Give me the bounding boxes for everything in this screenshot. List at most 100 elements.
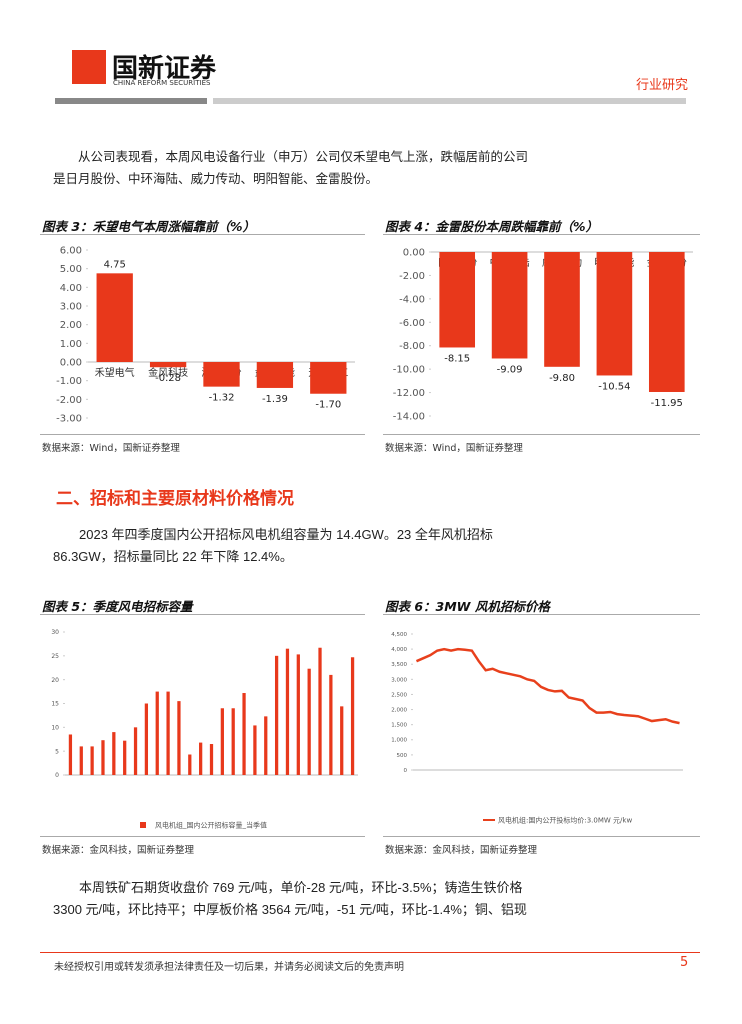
y-tick-label: 0 xyxy=(404,768,408,774)
bar xyxy=(144,703,149,775)
y-tick-label: 1.00 xyxy=(60,339,82,350)
footer-rule xyxy=(40,952,700,953)
bar xyxy=(220,708,224,775)
value-label: -9.09 xyxy=(497,364,523,375)
y-tick-label: 1,500 xyxy=(391,723,407,729)
chart-title: 图表 3：禾望电气本周涨幅靠前（%） xyxy=(42,219,256,234)
legend-swatch xyxy=(140,822,146,828)
y-tick-label: -4.00 xyxy=(399,294,425,305)
y-tick-label: 30 xyxy=(51,629,59,636)
y-tick-label: 25 xyxy=(51,653,59,660)
bar xyxy=(166,691,170,775)
chart: 0 500 1,000 1,500 2,000 2,500 3,000 3,500 4,000 4… xyxy=(391,632,683,825)
bar xyxy=(242,693,246,775)
bar xyxy=(253,725,257,775)
line xyxy=(415,647,680,725)
bar xyxy=(231,708,235,775)
bar xyxy=(491,252,528,359)
y-tick-label: 0 xyxy=(55,772,59,779)
bar xyxy=(296,654,300,775)
rule xyxy=(383,614,700,615)
y-tick-label: -14.00 xyxy=(393,412,425,423)
rule xyxy=(40,614,365,615)
bar xyxy=(310,362,347,394)
bar xyxy=(203,362,240,387)
paragraph: 2023 年四季度国内公开招标风电机组容量为 14.4GW。23 全年风机招标8… xyxy=(53,527,493,564)
value-label: -8.15 xyxy=(444,353,470,364)
bar xyxy=(544,252,580,367)
chart: 0.00 -2.00 -4.00 -6.00 -8.00 -10.00 -12.00 -14.… xyxy=(393,248,693,423)
y-tick-label: 0.00 xyxy=(403,248,425,259)
y-tick-label: -6.00 xyxy=(399,318,425,329)
bar xyxy=(101,740,105,775)
bar xyxy=(199,742,203,775)
bar xyxy=(318,647,322,775)
bar xyxy=(340,706,344,775)
paragraph: 从公司表现看，本周风电设备行业（申万）公司仅禾望电气上涨，跌幅居前的公司是日月股… xyxy=(53,149,529,186)
y-tick-label: 15 xyxy=(51,701,59,708)
y-tick-label: 3.00 xyxy=(60,302,82,313)
bar xyxy=(596,252,633,376)
rule xyxy=(383,434,700,435)
y-tick-label: -12.00 xyxy=(393,388,425,399)
value-label: -1.32 xyxy=(209,393,235,404)
logo-mark xyxy=(72,50,106,84)
chart-title: 图表 6：3MW 风机招标价格 xyxy=(385,599,550,614)
report-category: 行业研究 xyxy=(636,78,689,93)
source: 数据来源：金风科技，国新证券整理 xyxy=(42,845,195,856)
y-tick-label: 4,000 xyxy=(391,647,407,653)
y-tick-label: 5.00 xyxy=(60,264,82,275)
y-tick-label: -8.00 xyxy=(399,341,425,352)
bar xyxy=(90,746,94,775)
y-tick-label: 2.00 xyxy=(60,320,82,331)
value-label: -9.80 xyxy=(549,373,575,384)
source: 数据来源：Wind，国新证券整理 xyxy=(385,443,523,454)
legend-label: 风电机组_国内公开招标容量_当季值 xyxy=(155,821,267,830)
source: 数据来源：Wind，国新证券整理 xyxy=(42,443,180,454)
bar xyxy=(68,734,73,775)
y-tick-label: -1.00 xyxy=(56,376,82,387)
bar xyxy=(439,252,476,348)
y-tick-label: 20 xyxy=(51,677,59,684)
y-tick-label: -10.00 xyxy=(393,365,425,376)
bar xyxy=(350,657,355,775)
y-tick-label: 4.00 xyxy=(60,283,82,294)
bar xyxy=(648,252,685,392)
y-tick-label: 4,500 xyxy=(391,632,407,638)
chart: 6.00 5.00 4.00 3.00 2.00 1.00 0.00 -1.00 -2.00 -3… xyxy=(56,246,355,425)
bar xyxy=(177,701,181,775)
legend-label: 风电机组:国内公开投标均价:3.0MW 元/kw xyxy=(498,816,632,825)
disclaimer: 未经授权引用或转发须承担法律责任及一切后果，并请务必阅读文后的免责声明 xyxy=(54,962,404,973)
rule xyxy=(383,836,700,837)
bar xyxy=(209,744,214,775)
source: 数据来源：金风科技，国新证券整理 xyxy=(385,845,538,856)
bar xyxy=(133,727,138,775)
chart-title: 图表 5：季度风电招标容量 xyxy=(42,599,193,614)
paragraph: 本周铁矿石期货收盘价 769 元/吨，单价-28 元/吨，环比-3.5%；铸造生… xyxy=(53,880,527,917)
rule xyxy=(40,836,365,837)
y-tick-label: 3,000 xyxy=(391,677,407,683)
x-tick-label: 金风科技 xyxy=(148,366,188,379)
y-tick-label: 10 xyxy=(51,724,59,731)
y-tick-label: 2,000 xyxy=(391,707,407,713)
x-tick-label: 禾望电气 xyxy=(95,366,135,379)
bar xyxy=(256,362,294,388)
y-tick-label: 0.00 xyxy=(60,358,82,369)
page-number: 5 xyxy=(680,955,689,970)
bar xyxy=(285,648,290,775)
y-tick-label: 500 xyxy=(397,753,408,759)
bar xyxy=(155,691,159,775)
bar xyxy=(112,732,116,775)
rule xyxy=(40,234,365,235)
bar xyxy=(79,746,83,775)
value-label: -10.54 xyxy=(598,381,630,392)
rule xyxy=(383,234,700,235)
value-label: -1.39 xyxy=(262,394,288,405)
value-label: -11.95 xyxy=(651,398,683,409)
bar xyxy=(188,754,192,775)
value-label: -1.70 xyxy=(315,400,341,411)
bar xyxy=(274,655,279,775)
y-tick-label: -2.00 xyxy=(56,395,82,406)
bar xyxy=(329,674,333,775)
value-label: 4.75 xyxy=(104,259,126,270)
